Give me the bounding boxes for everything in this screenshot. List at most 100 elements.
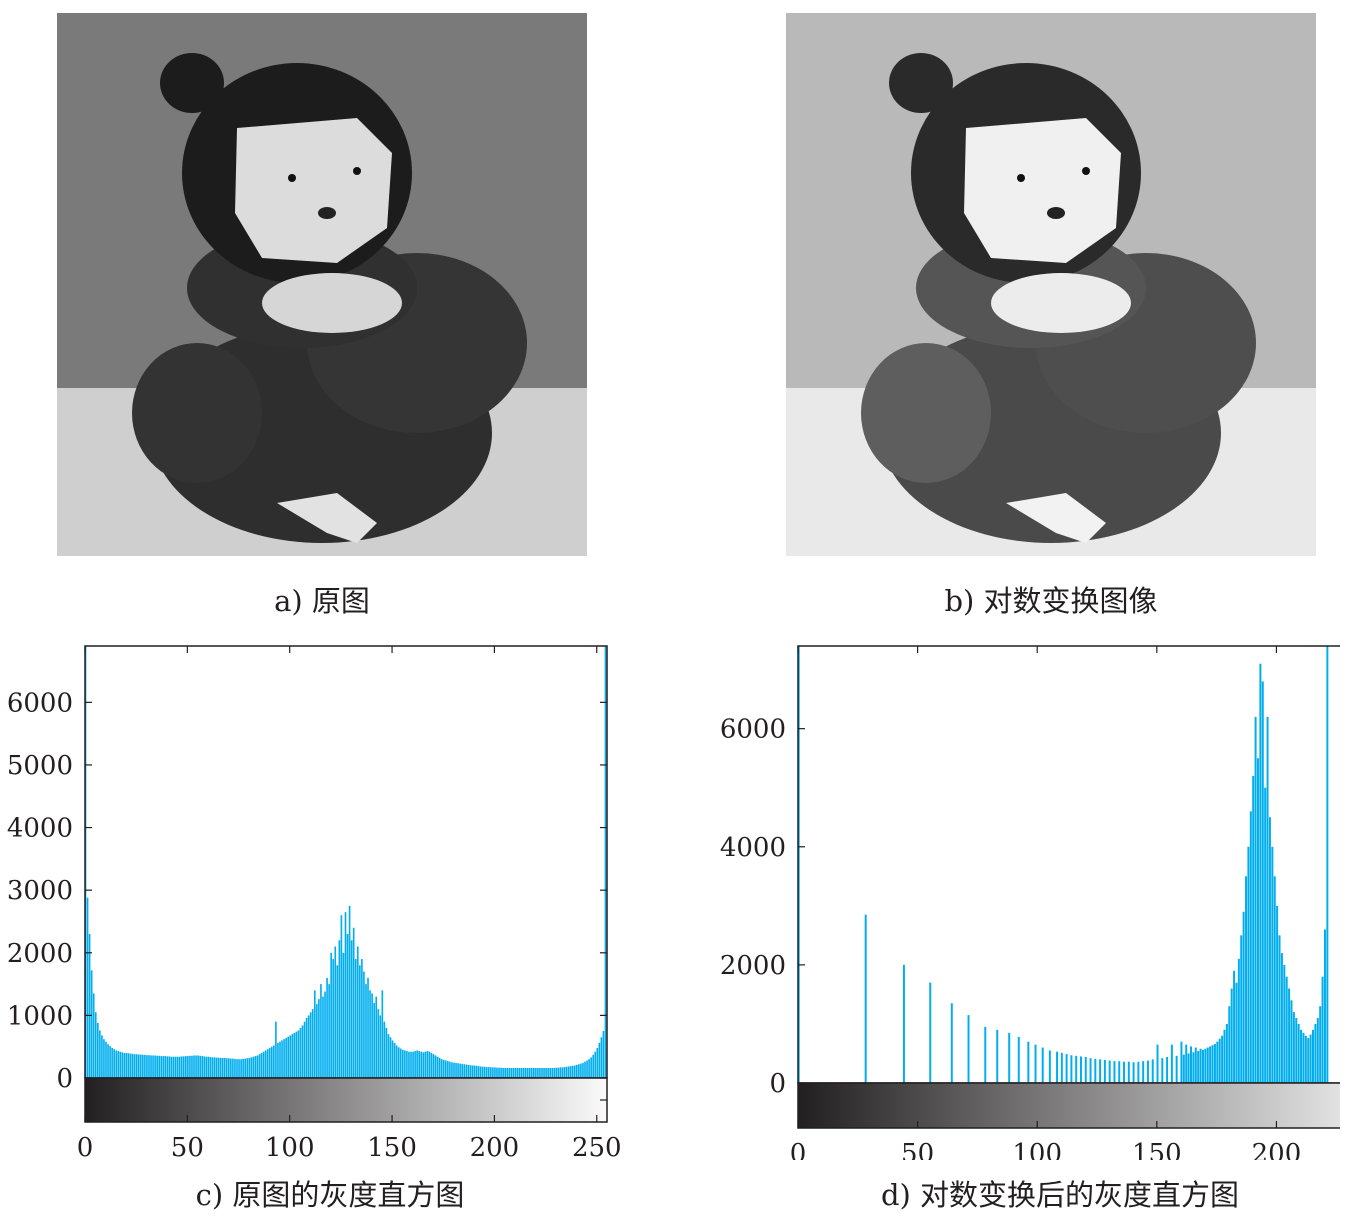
bar-d-112 bbox=[1065, 1054, 1068, 1083]
bar-c-240 bbox=[575, 1064, 578, 1078]
bar-c-176 bbox=[444, 1060, 447, 1078]
colorbar-d bbox=[797, 1082, 1340, 1129]
bar-c-242 bbox=[580, 1063, 582, 1078]
bar-c-157 bbox=[406, 1051, 408, 1078]
bar-c-105 bbox=[299, 1027, 302, 1078]
bar-d-183 bbox=[1235, 982, 1238, 1083]
bar-c-249 bbox=[594, 1051, 597, 1078]
bar-c-192 bbox=[477, 1066, 480, 1078]
bar-d-163 bbox=[1187, 1053, 1190, 1083]
bar-d-204 bbox=[1285, 976, 1288, 1083]
bar-c-230 bbox=[555, 1067, 558, 1078]
bar-c-81 bbox=[250, 1057, 253, 1078]
bar-c-158 bbox=[408, 1051, 410, 1078]
bar-c-10 bbox=[105, 1041, 107, 1078]
bar-c-147 bbox=[385, 1027, 388, 1078]
bar-d-71 bbox=[967, 1015, 970, 1083]
bar-c-221 bbox=[537, 1067, 539, 1078]
bar-d-150 bbox=[1156, 1044, 1159, 1083]
bar-d-219 bbox=[1321, 976, 1324, 1083]
bar-c-20 bbox=[125, 1052, 128, 1078]
bar-c-14 bbox=[113, 1049, 115, 1078]
bar-c-121 bbox=[332, 959, 335, 1078]
bar-d-162 bbox=[1185, 1044, 1188, 1083]
bar-d-120 bbox=[1084, 1057, 1087, 1083]
bar-c-191 bbox=[475, 1065, 478, 1078]
bar-d-196 bbox=[1266, 716, 1269, 1083]
bar-c-146 bbox=[383, 1021, 386, 1078]
bar-d-203 bbox=[1283, 964, 1286, 1083]
bar-c-41 bbox=[168, 1056, 171, 1078]
x-tick-label-c-100: 100 bbox=[265, 1133, 315, 1160]
bar-c-171 bbox=[434, 1055, 437, 1078]
bar-c-251 bbox=[598, 1042, 601, 1078]
bar-c-175 bbox=[442, 1059, 445, 1078]
bar-c-167 bbox=[426, 1051, 429, 1078]
bar-c-161 bbox=[414, 1051, 416, 1078]
bar-c-118 bbox=[326, 977, 328, 1078]
bar-c-143 bbox=[377, 1009, 380, 1078]
bar-c-223 bbox=[541, 1067, 543, 1078]
bar-c-142 bbox=[375, 996, 378, 1078]
y-tick-label-c-6000: 6000 bbox=[7, 688, 73, 718]
bar-c-144 bbox=[379, 1015, 382, 1078]
bar-d-142 bbox=[1137, 1061, 1140, 1083]
ticks-c: 0 50 100 150 200 250 0 1000 2000 3000 4000 5000 6000 bbox=[7, 646, 622, 1160]
y-tick-label-d-0: 0 bbox=[769, 1069, 786, 1099]
bar-d-216 bbox=[1314, 1023, 1317, 1083]
bar-d-192 bbox=[1256, 758, 1259, 1083]
bar-d-171 bbox=[1206, 1047, 1209, 1083]
bar-d-208 bbox=[1295, 1018, 1298, 1083]
bar-d-118 bbox=[1079, 1056, 1082, 1083]
bar-d-184 bbox=[1237, 958, 1240, 1083]
bar-c-138 bbox=[367, 977, 369, 1078]
bar-c-32 bbox=[150, 1055, 152, 1078]
bar-c-183 bbox=[459, 1063, 461, 1078]
bar-c-190 bbox=[473, 1065, 476, 1078]
bar-c-91 bbox=[270, 1046, 273, 1078]
bar-d-64 bbox=[950, 1003, 953, 1083]
histogram-original: 0 50 100 150 200 250 0 1000 2000 3000 4000 5000 6000 bbox=[7, 645, 622, 1160]
bar-c-53 bbox=[193, 1055, 195, 1078]
bar-d-195 bbox=[1264, 787, 1267, 1083]
bar-c-135 bbox=[361, 959, 363, 1078]
bar-c-23 bbox=[131, 1053, 134, 1078]
y-tick-label-c-3000: 3000 bbox=[7, 876, 73, 906]
bar-c-86 bbox=[260, 1052, 263, 1078]
bar-c-163 bbox=[418, 1051, 421, 1078]
bar-c-97 bbox=[283, 1039, 285, 1078]
bar-d-182 bbox=[1233, 970, 1236, 1083]
bar-c-212 bbox=[518, 1067, 521, 1078]
bar-d-148 bbox=[1151, 1059, 1154, 1083]
x-tick-label-c-150: 150 bbox=[367, 1133, 417, 1160]
bar-c-107 bbox=[303, 1021, 306, 1078]
bar-d-197 bbox=[1268, 817, 1271, 1083]
bar-d-169 bbox=[1201, 1049, 1204, 1083]
bar-c-63 bbox=[213, 1057, 216, 1078]
bar-d-174 bbox=[1213, 1044, 1216, 1083]
bar-c-141 bbox=[373, 1002, 375, 1078]
bar-d-88 bbox=[1008, 1032, 1011, 1083]
bar-d-200 bbox=[1276, 905, 1279, 1083]
bar-c-29 bbox=[144, 1054, 146, 1078]
bar-c-169 bbox=[430, 1052, 433, 1078]
bar-d-201 bbox=[1278, 935, 1281, 1083]
bar-c-177 bbox=[447, 1061, 449, 1078]
bar-c-49 bbox=[185, 1056, 187, 1078]
bar-c-194 bbox=[481, 1066, 484, 1078]
bar-d-136 bbox=[1123, 1061, 1126, 1083]
bar-c-90 bbox=[268, 1047, 271, 1078]
bar-c-42 bbox=[170, 1056, 173, 1078]
bar-c-38 bbox=[162, 1056, 165, 1078]
bar-c-170 bbox=[432, 1054, 435, 1078]
bar-c-225 bbox=[545, 1067, 547, 1078]
bar-c-69 bbox=[225, 1058, 228, 1078]
y-tick-label-d-6000: 6000 bbox=[720, 715, 786, 745]
x-tick-label-c-50: 50 bbox=[171, 1133, 204, 1160]
bar-c-125 bbox=[340, 915, 343, 1078]
bar-d-92 bbox=[1017, 1036, 1020, 1083]
bar-c-99 bbox=[287, 1036, 289, 1078]
bar-c-51 bbox=[189, 1055, 191, 1078]
bar-c-160 bbox=[412, 1051, 414, 1078]
bar-c-76 bbox=[240, 1059, 242, 1078]
